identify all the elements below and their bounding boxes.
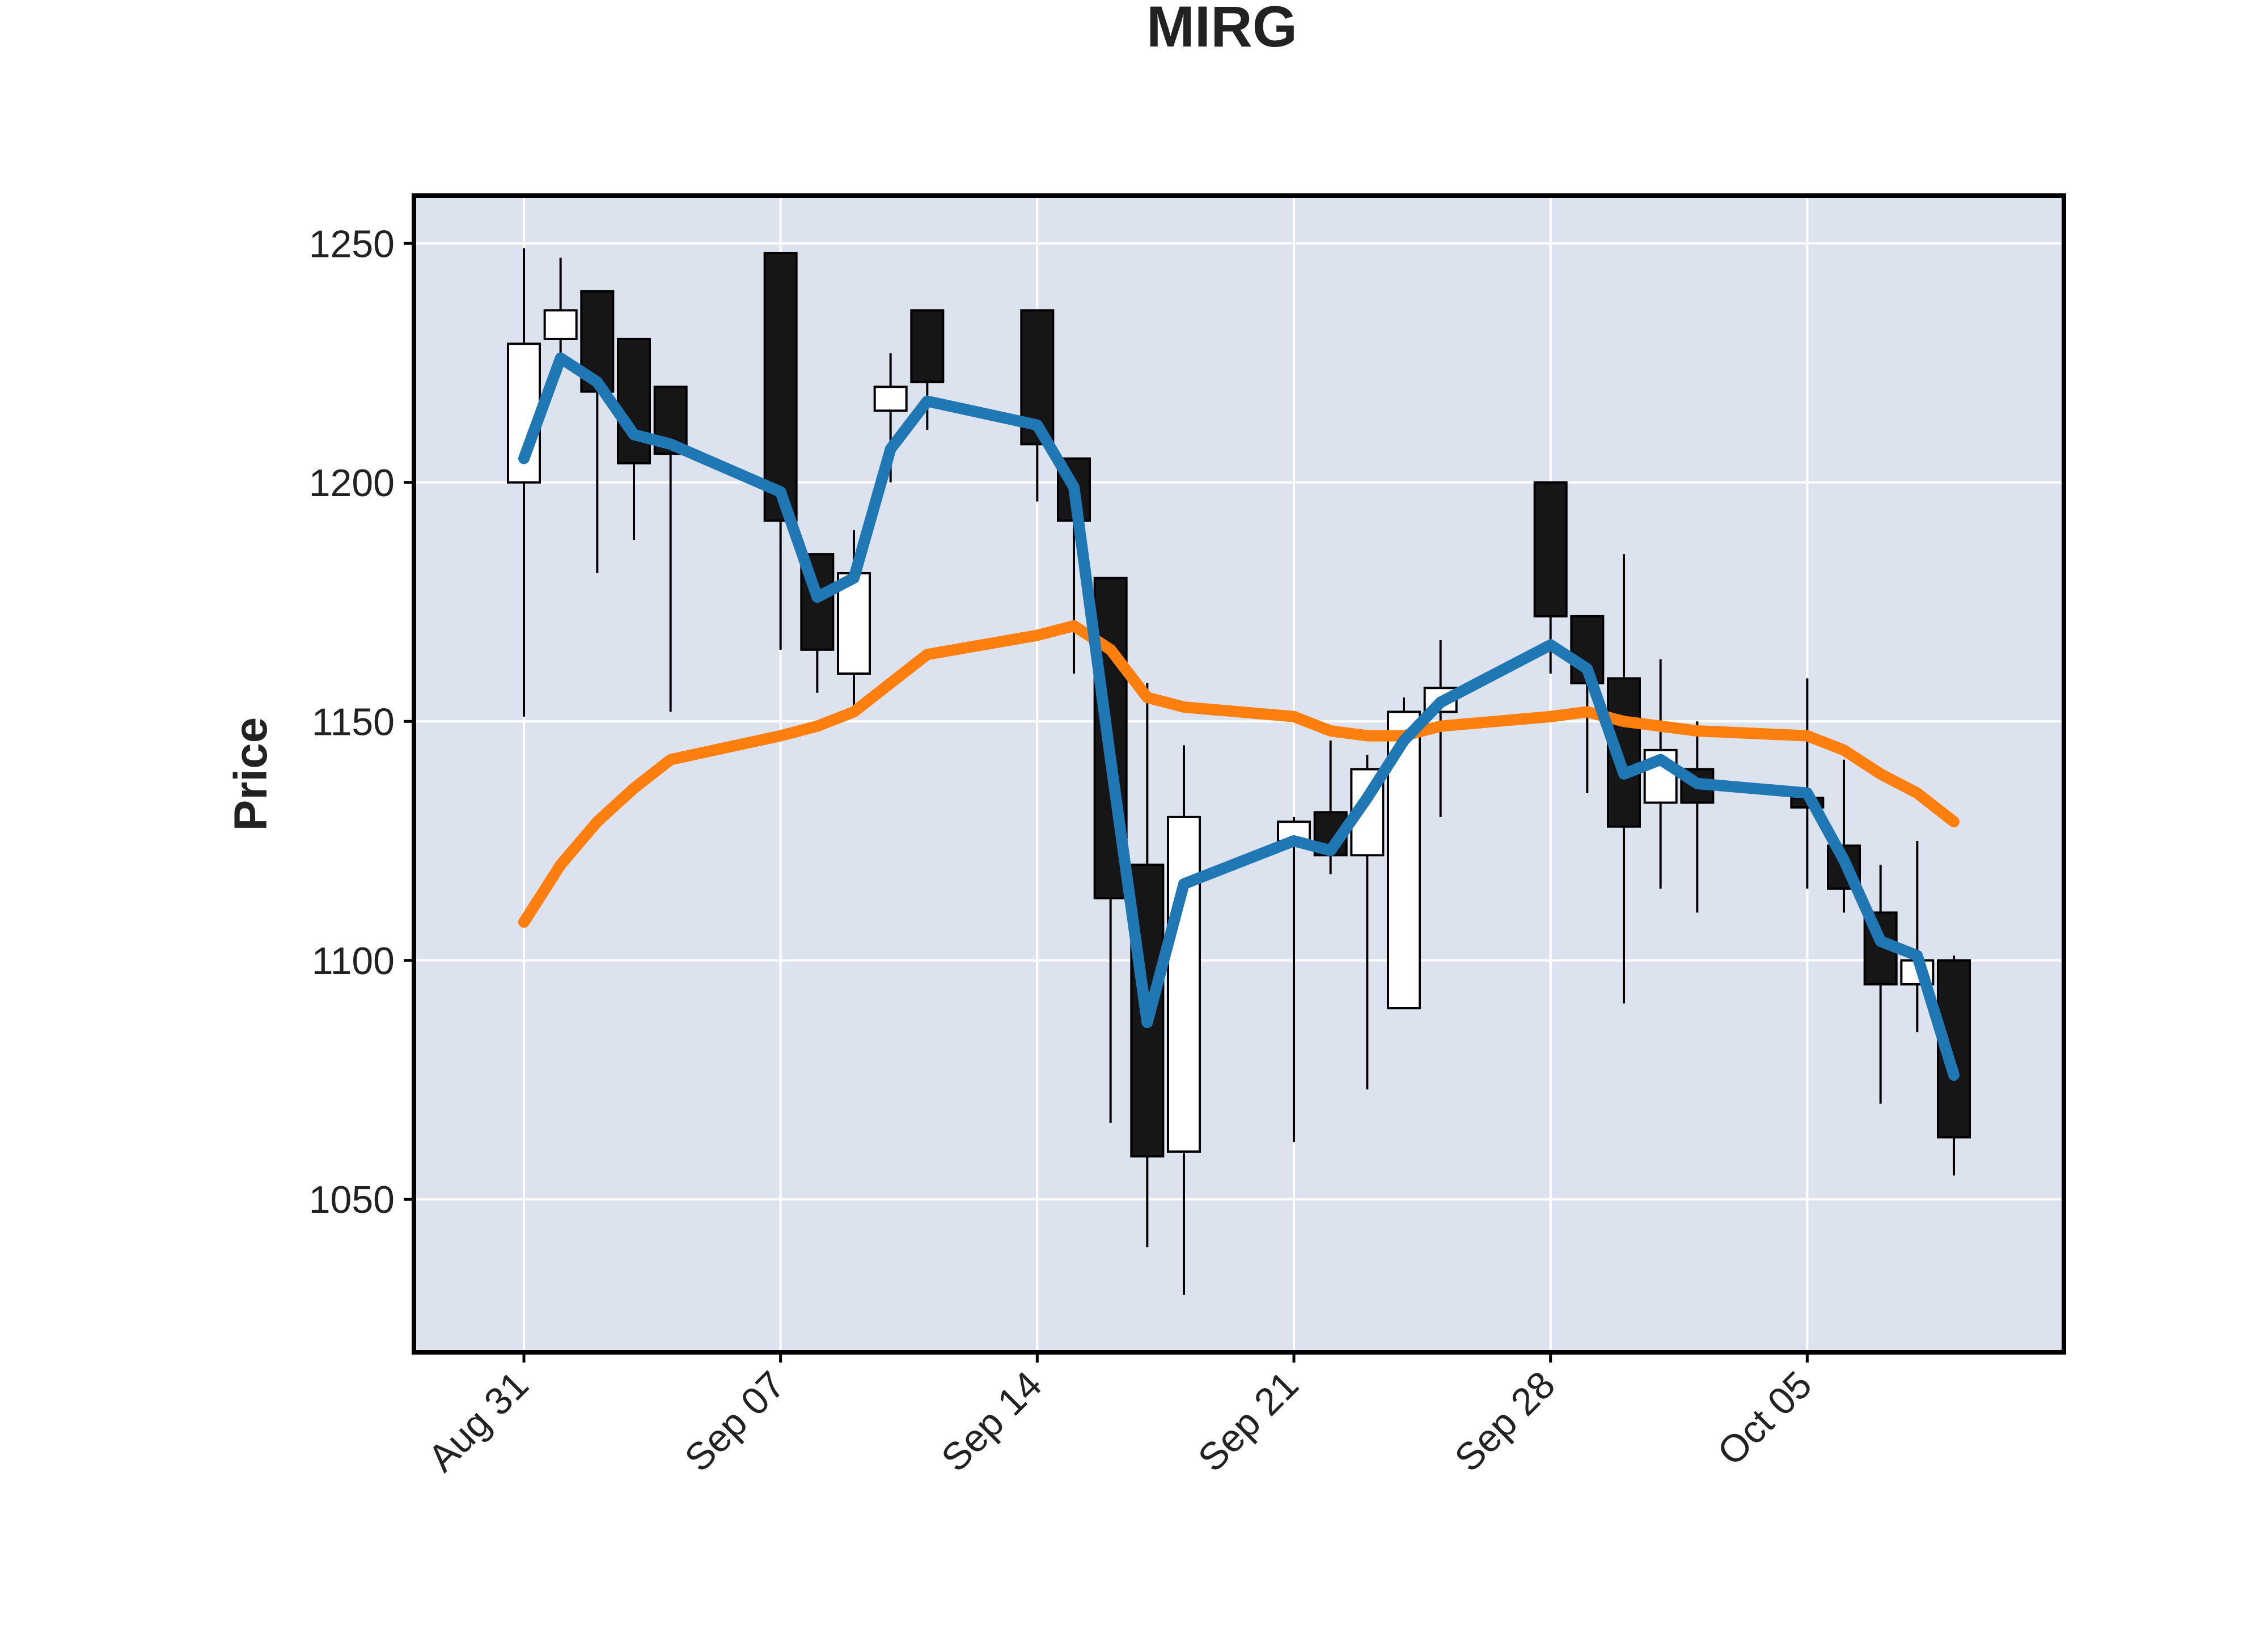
candle-body xyxy=(543,309,578,340)
candle-body xyxy=(910,309,945,383)
candle-body xyxy=(873,386,908,412)
candle xyxy=(910,309,945,430)
candle-body xyxy=(1937,959,1971,1139)
moving-average-lines xyxy=(518,352,1960,1081)
candle-body xyxy=(1167,815,1201,1153)
y-tick-label: 1150 xyxy=(312,700,395,743)
y-tick-label: 1200 xyxy=(309,462,395,505)
candle-body xyxy=(617,337,651,465)
candle xyxy=(763,252,798,650)
chart-title: MIRG xyxy=(1146,0,1297,59)
candle xyxy=(1533,481,1568,674)
plot-frame xyxy=(412,193,2066,1355)
long-moving-average-line xyxy=(518,620,1960,928)
candle xyxy=(837,530,871,707)
candle-body xyxy=(1607,677,1641,828)
y-tick-label: 1250 xyxy=(309,222,395,265)
plot-area xyxy=(414,196,2064,1352)
candle-body xyxy=(763,252,798,522)
y-axis-ticks: 1050 1100 1150 1200 1250 xyxy=(309,222,414,1221)
candle-body xyxy=(1533,481,1568,617)
y-axis-label: Price xyxy=(225,717,277,831)
y-tick-label: 1050 xyxy=(309,1178,395,1221)
candle xyxy=(1167,745,1201,1295)
candle-body xyxy=(837,572,871,675)
short-moving-average-line xyxy=(518,352,1960,1081)
y-tick-label: 1100 xyxy=(312,940,395,983)
